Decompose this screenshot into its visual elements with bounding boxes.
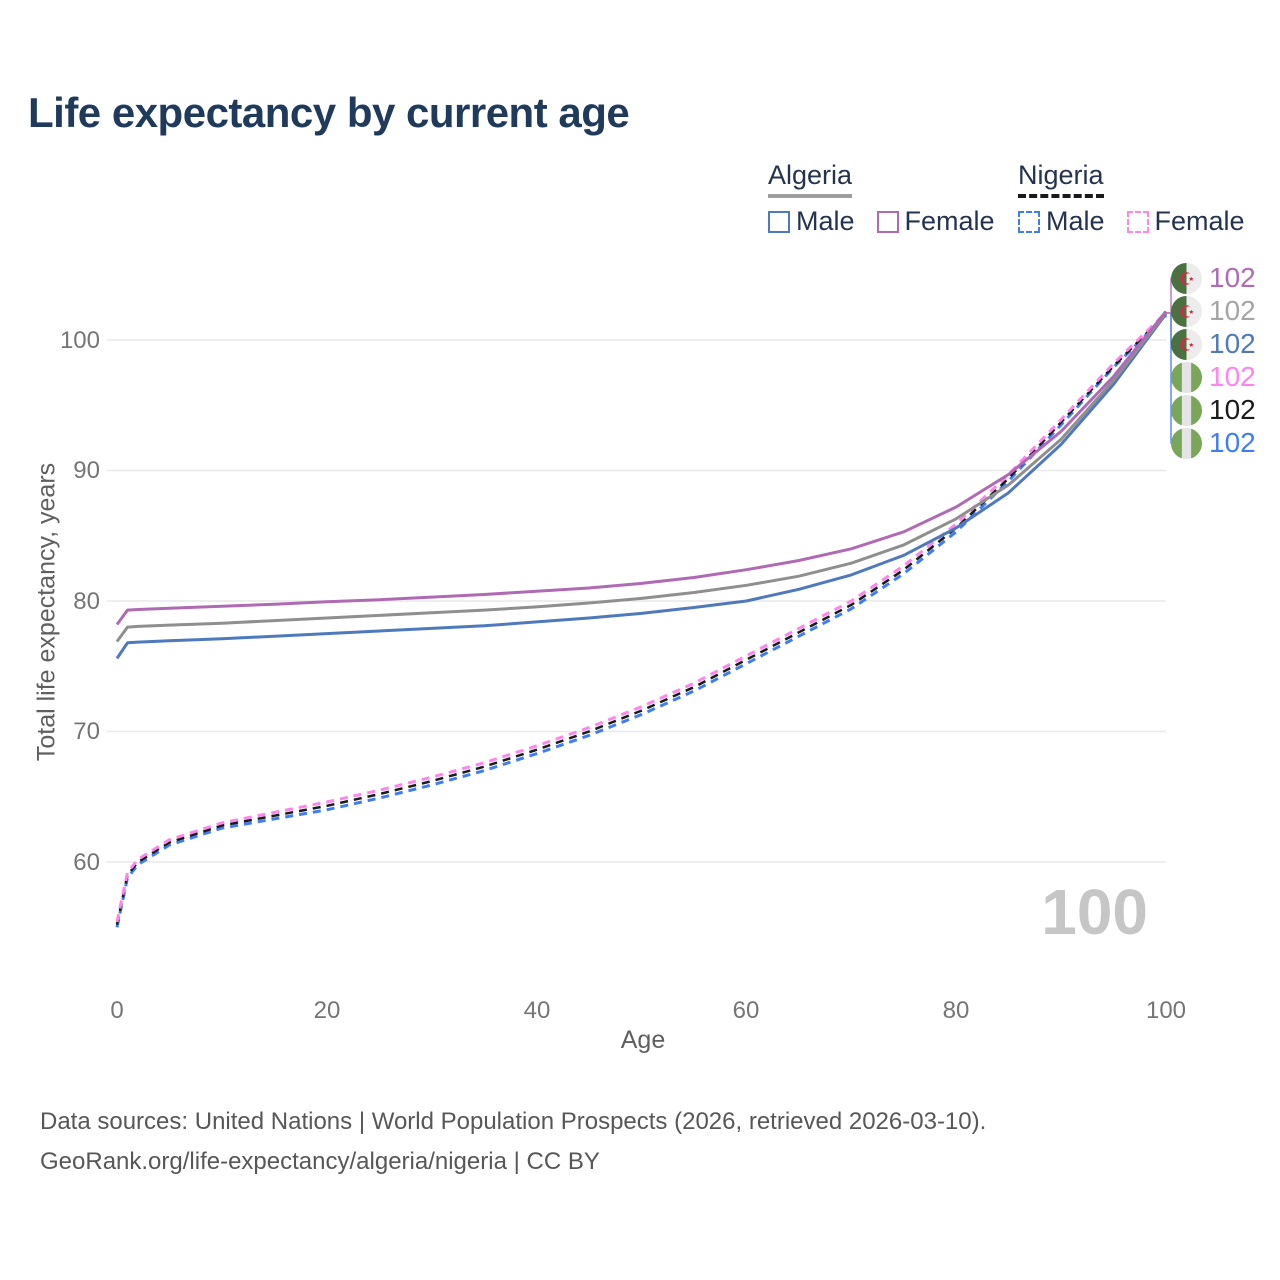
legend-item-nigeria-male[interactable]: Male xyxy=(1018,206,1105,237)
x-tick-40: 40 xyxy=(523,997,551,1024)
x-tick-20: 20 xyxy=(313,997,341,1024)
y-tick-100: 100 xyxy=(59,327,100,354)
endpoint-nigeria-both: 102 xyxy=(1171,394,1256,426)
x-axis-title: Age xyxy=(620,1026,666,1054)
x-tick-60: 60 xyxy=(732,997,760,1024)
algeria-line-style-sample xyxy=(768,194,853,198)
nigeria-flag-icon xyxy=(1171,362,1202,393)
x-tick-100: 100 xyxy=(1145,997,1187,1024)
legend-item-nigeria-female[interactable]: Female xyxy=(1126,206,1245,237)
y-tick-60: 60 xyxy=(73,849,100,876)
legend-item-algeria-male[interactable]: Male xyxy=(768,206,855,237)
nigeria-flag-icon xyxy=(1171,428,1202,459)
y-tick-90: 90 xyxy=(73,457,100,484)
y-tick-70: 70 xyxy=(73,718,100,745)
legend-group-nigeria: Nigeria Male Female xyxy=(1018,160,1245,237)
legend-country-nigeria-label: Nigeria xyxy=(1018,160,1104,190)
legend-group-algeria: Algeria Male Female xyxy=(768,160,995,237)
algeria-flag-icon xyxy=(1171,329,1202,360)
nigeria-female-swatch-icon xyxy=(1126,210,1149,233)
endpoint-nigeria-female: 102 xyxy=(1171,361,1256,393)
algeria-flag-icon xyxy=(1171,263,1202,294)
algeria-flag-icon xyxy=(1171,296,1202,327)
y-tick-80: 80 xyxy=(73,588,100,615)
series-nigeria-both-sexes xyxy=(115,313,1167,925)
nigeria-flag-icon xyxy=(1171,395,1202,426)
x-tick-0: 0 xyxy=(110,997,124,1024)
legend-country-algeria[interactable]: Algeria xyxy=(768,160,853,198)
series-algeria-female xyxy=(115,310,1168,626)
series-nigeria-female xyxy=(115,311,1168,923)
data-sources-text: Data sources: United Nations | World Pop… xyxy=(40,1108,987,1135)
algeria-male-swatch-icon xyxy=(768,210,790,233)
attribution-link-text[interactable]: GeoRank.org/life-expectancy/algeria/nige… xyxy=(40,1148,600,1175)
series-algeria-male xyxy=(115,313,1168,660)
series-algeria-both-sexes xyxy=(115,311,1168,643)
endpoint-algeria-both: 102 xyxy=(1171,295,1256,327)
legend-country-algeria-label: Algeria xyxy=(768,160,853,190)
endpoint-algeria-female: 102 xyxy=(1171,262,1256,294)
page-title: Life expectancy by current age xyxy=(28,89,630,136)
algeria-female-swatch-icon xyxy=(876,210,899,233)
x-tick-80: 80 xyxy=(942,997,970,1024)
endpoint-nigeria-male: 102 xyxy=(1171,427,1256,459)
legend-country-nigeria[interactable]: Nigeria xyxy=(1018,160,1104,198)
endpoint-algeria-male: 102 xyxy=(1171,328,1256,360)
age-indicator: 100 xyxy=(1041,876,1148,948)
legend-item-algeria-female[interactable]: Female xyxy=(876,206,995,237)
nigeria-male-swatch-icon xyxy=(1018,210,1040,233)
nigeria-line-style-sample xyxy=(1018,194,1104,198)
